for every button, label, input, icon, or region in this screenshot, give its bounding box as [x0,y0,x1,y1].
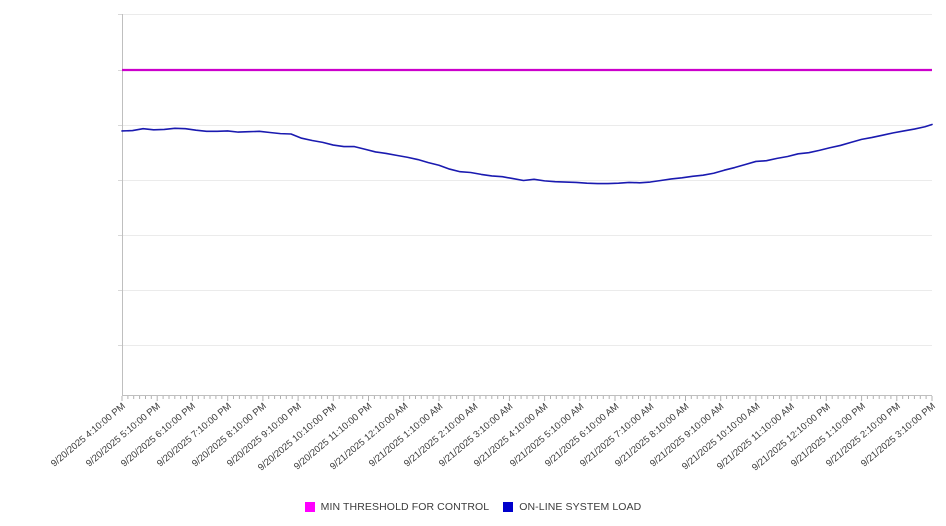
series-on-line-system-load [121,123,933,185]
x-axis-tick-marks [121,396,933,401]
chart-legend: MIN THRESHOLD FOR CONTROL ON-LINE SYSTEM… [0,496,946,518]
legend-label: MIN THRESHOLD FOR CONTROL [320,501,490,513]
legend-entry-on-line-system-load[interactable]: ON-LINE SYSTEM LOAD [503,501,641,513]
legend-label: ON-LINE SYSTEM LOAD [519,501,642,513]
legend-swatch-blue-icon [503,502,514,512]
legend-entry-min-threshold-for-control[interactable]: MIN THRESHOLD FOR CONTROL [304,501,490,513]
y-axis-tick-marks [118,14,122,346]
legend-swatch-magenta-icon [304,502,315,512]
line-chart-plot [118,14,933,401]
